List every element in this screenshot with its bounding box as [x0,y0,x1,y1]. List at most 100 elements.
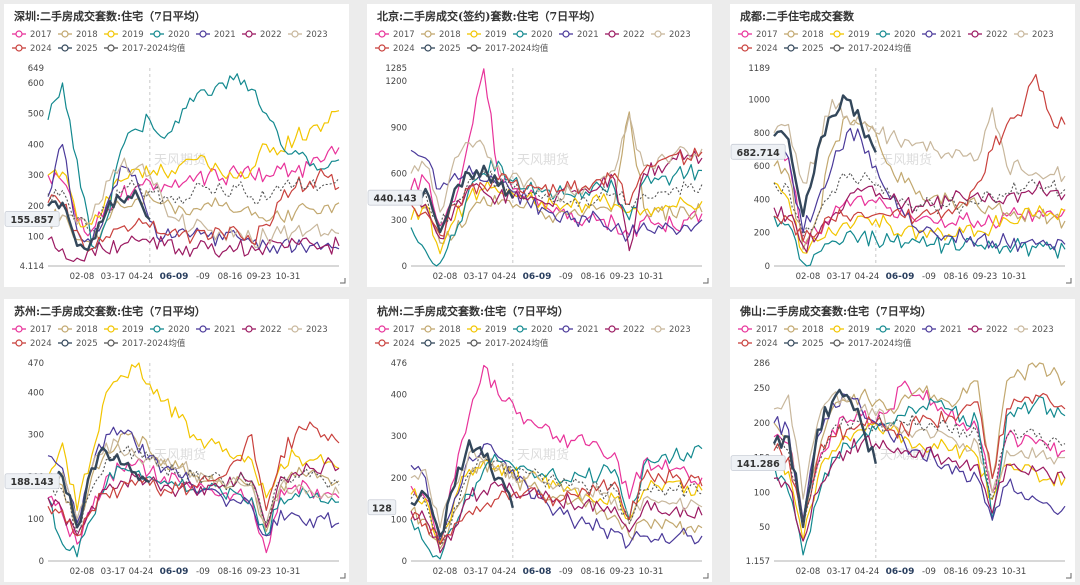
legend-item-2024[interactable]: 2024 [12,339,52,349]
legend-item-2019[interactable]: 2019 [830,30,870,40]
series-line-2019[interactable] [773,182,1066,254]
series-line-2023[interactable] [410,448,703,529]
series-line-2017-2024均值[interactable] [773,172,1066,237]
series-line-2017-2024均值[interactable] [410,169,703,227]
legend-item-2018[interactable]: 2018 [58,30,98,40]
legend-item-2025[interactable]: 2025 [421,339,461,349]
legend-item-2017-2024均值[interactable]: 2017-2024均值 [467,43,549,54]
legend-item-2018[interactable]: 2018 [784,30,824,40]
series-line-2025[interactable] [47,189,151,252]
series-line-2024[interactable] [773,392,1066,521]
legend-item-2022[interactable]: 2022 [968,325,1008,335]
series-line-2025[interactable] [773,94,877,218]
series-line-2022[interactable] [410,149,703,252]
legend-item-2020[interactable]: 2020 [150,30,190,40]
legend-item-2018[interactable]: 2018 [421,325,461,335]
legend-item-2019[interactable]: 2019 [467,30,507,40]
legend-item-2024[interactable]: 2024 [375,44,415,54]
series-line-2020[interactable] [773,396,1066,556]
legend-item-2022[interactable]: 2022 [242,30,282,40]
legend-item-2021[interactable]: 2021 [559,325,599,335]
series-line-2023[interactable] [47,157,340,249]
legend-item-2020[interactable]: 2020 [876,325,916,335]
resize-handle[interactable] [703,278,709,284]
legend-item-2023[interactable]: 2023 [651,30,691,40]
legend-item-2020[interactable]: 2020 [876,30,916,40]
series-line-2022[interactable] [410,481,703,554]
series-line-2019[interactable] [410,180,703,255]
series-line-2025[interactable] [410,164,514,234]
series-line-2019[interactable] [773,422,1066,542]
resize-handle[interactable] [703,573,709,579]
legend-item-2017[interactable]: 2017 [12,30,52,40]
series-line-2018[interactable] [410,457,703,550]
series-line-2021[interactable] [410,149,703,242]
legend-item-2017-2024均值[interactable]: 2017-2024均值 [830,338,912,349]
legend-item-2022[interactable]: 2022 [605,30,645,40]
legend-item-2019[interactable]: 2019 [830,325,870,335]
resize-handle[interactable] [340,573,346,579]
series-line-2017[interactable] [410,364,703,545]
series-line-2017[interactable] [410,68,703,237]
series-line-2024[interactable] [47,168,340,252]
series-line-2023[interactable] [773,391,1066,500]
legend-item-2017-2024均值[interactable]: 2017-2024均值 [104,338,186,349]
legend-item-2017[interactable]: 2017 [375,325,415,335]
legend-item-2024[interactable]: 2024 [375,339,415,349]
series-line-2024[interactable] [773,73,1066,242]
legend-item-2023[interactable]: 2023 [651,325,691,335]
series-line-2022[interactable] [47,235,340,262]
legend-item-2025[interactable]: 2025 [784,44,824,54]
series-line-2018[interactable] [773,362,1066,521]
resize-handle[interactable] [340,278,346,284]
legend-item-2024[interactable]: 2024 [12,44,52,54]
legend-item-2021[interactable]: 2021 [196,30,236,40]
legend-item-2024[interactable]: 2024 [738,44,778,54]
series-line-2019[interactable] [47,362,340,511]
legend-item-2018[interactable]: 2018 [421,30,461,40]
legend-item-2020[interactable]: 2020 [513,325,553,335]
legend-item-2023[interactable]: 2023 [288,30,328,40]
legend-item-2017[interactable]: 2017 [375,30,415,40]
legend-item-2025[interactable]: 2025 [784,339,824,349]
series-line-2025[interactable] [47,446,151,529]
legend-item-2019[interactable]: 2019 [104,30,144,40]
legend-item-2017[interactable]: 2017 [12,325,52,335]
legend-item-2025[interactable]: 2025 [58,44,98,54]
legend-item-2024[interactable]: 2024 [738,339,778,349]
series-line-2017-2024均值[interactable] [773,414,1066,528]
series-line-2024[interactable] [47,421,340,537]
legend-item-2023[interactable]: 2023 [288,325,328,335]
legend-item-2021[interactable]: 2021 [922,325,962,335]
legend-item-2017-2024均值[interactable]: 2017-2024均值 [467,338,549,349]
legend-item-2025[interactable]: 2025 [58,339,98,349]
legend-item-2022[interactable]: 2022 [968,30,1008,40]
series-line-2022[interactable] [773,180,1066,253]
series-line-2022[interactable] [773,435,1066,542]
legend-item-2017[interactable]: 2017 [738,325,778,335]
series-line-2025[interactable] [410,439,514,538]
resize-handle[interactable] [1066,573,1072,579]
series-line-2017[interactable] [773,380,1066,521]
series-line-2018[interactable] [410,111,703,245]
series-line-2024[interactable] [410,469,703,545]
series-line-2021[interactable] [773,127,1066,252]
series-line-2023[interactable] [47,438,340,524]
series-line-2023[interactable] [410,114,703,213]
legend-item-2025[interactable]: 2025 [421,44,461,54]
legend-item-2023[interactable]: 2023 [1014,325,1054,335]
legend-item-2021[interactable]: 2021 [196,325,236,335]
legend-item-2018[interactable]: 2018 [784,325,824,335]
series-line-2024[interactable] [410,147,703,237]
legend-item-2017-2024均值[interactable]: 2017-2024均值 [830,43,912,54]
legend-item-2019[interactable]: 2019 [104,325,144,335]
legend-item-2023[interactable]: 2023 [1014,30,1054,40]
legend-item-2022[interactable]: 2022 [242,325,282,335]
series-line-2020[interactable] [47,73,340,249]
series-line-2020[interactable] [410,444,703,560]
legend-item-2017[interactable]: 2017 [738,30,778,40]
series-line-2018[interactable] [773,115,1066,250]
resize-handle[interactable] [1066,278,1072,284]
series-line-2017-2024均值[interactable] [410,452,703,545]
series-line-2019[interactable] [47,110,340,228]
